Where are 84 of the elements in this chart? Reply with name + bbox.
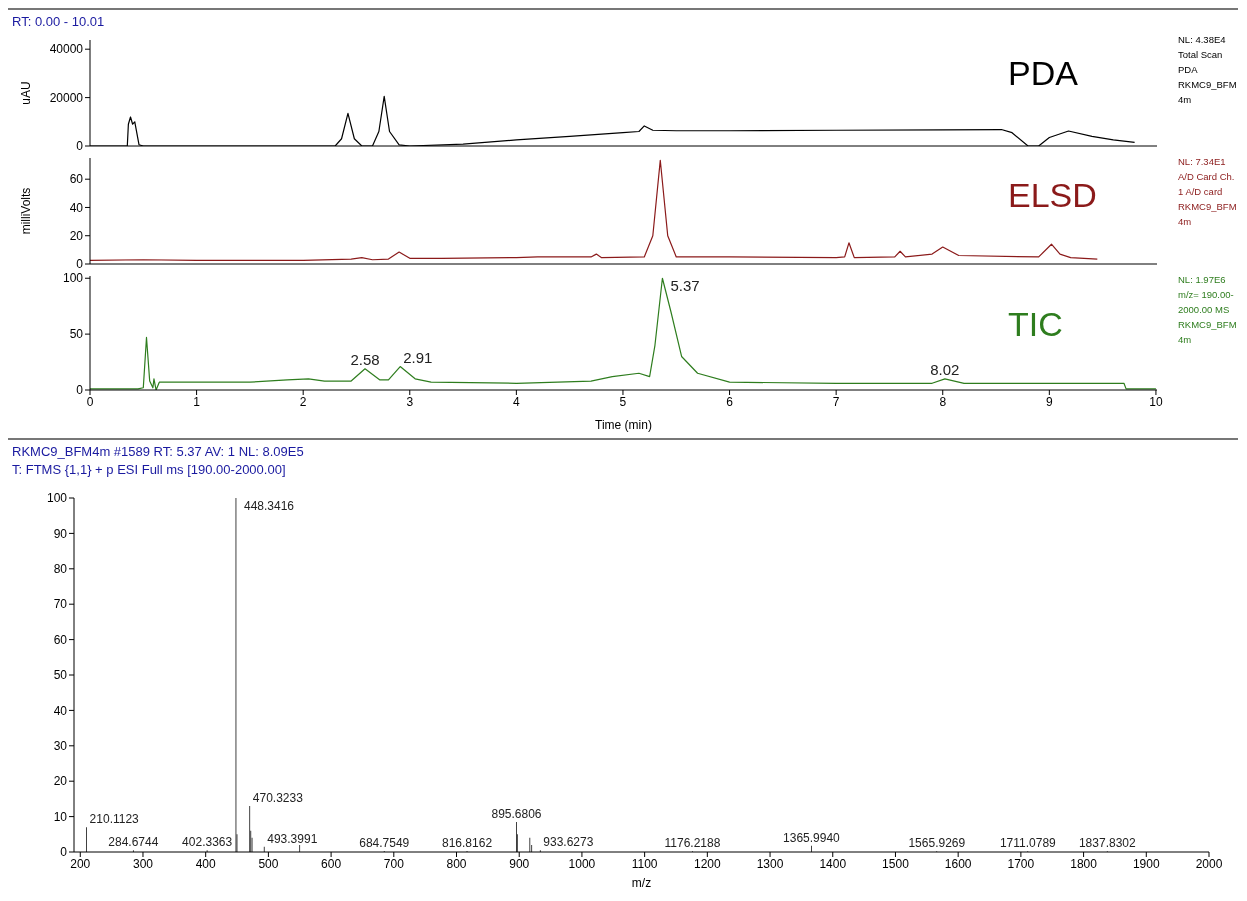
y-tick-label: 80 (53, 562, 68, 577)
y-tick-label: 40 (69, 200, 84, 215)
x-tick-label: 9 (1046, 394, 1053, 409)
x-tick-label: 500 (258, 856, 279, 871)
x-tick-label: 10 (1149, 394, 1163, 409)
y-tick-label: 20 (53, 774, 68, 789)
x-tick-label: 6 (726, 394, 734, 409)
x-tick-label: 1 (193, 394, 201, 409)
y-tick-label: 50 (53, 668, 68, 683)
y-tick-label: 60 (53, 632, 68, 647)
y-tick-label: 40000 (49, 42, 84, 57)
annotation: 895.6806 (491, 806, 542, 821)
annotation: PDA (1008, 53, 1078, 93)
annotation: TIC (1008, 305, 1063, 345)
x-tick-label: 400 (195, 856, 217, 871)
annotation: 1365.9940 (783, 830, 841, 845)
annotation: 1711.0789 (999, 836, 1057, 851)
x-tick-label: 1400 (819, 856, 847, 871)
chart-title: RKMC9_BFM4m #1589 RT: 5.37 AV: 1 NL: 8.09E5 (11, 443, 305, 461)
chart-subtitle: T: FTMS {1,1} + p ESI Full ms [190.00-2000.00] (11, 462, 287, 479)
x-tick-label: 7 (832, 394, 840, 409)
y-tick-label: 10 (53, 809, 68, 824)
x-tick-label: 1800 (1070, 856, 1098, 871)
x-tick-label: 900 (509, 856, 530, 871)
annotation: 933.6273 (543, 835, 594, 850)
y-tick-label: 20000 (49, 90, 84, 105)
annotation: 2.58 (350, 350, 380, 368)
y-tick-label: 60 (69, 172, 84, 187)
x-tick-label: 2000 (1195, 856, 1223, 871)
annotation: 1176.2188 (664, 836, 721, 851)
y-tick-label: 40 (53, 703, 68, 718)
annotation: 1565.9269 (908, 836, 966, 851)
annotation: 284.6744 (108, 835, 159, 850)
x-tick-label: 1200 (693, 856, 722, 871)
y-tick-label: 20 (69, 228, 84, 243)
x-tick-label: 600 (321, 856, 342, 871)
x-tick-label: 700 (383, 856, 405, 871)
y-axis-title: milliVolts (19, 187, 34, 235)
y-tick-label: 100 (46, 491, 68, 506)
y-tick-label: 0 (76, 257, 84, 272)
x-tick-label: 1000 (568, 856, 596, 871)
y-tick-label: 70 (53, 597, 68, 612)
x-tick-label: 8 (939, 394, 947, 409)
chart-title: RT: 0.00 - 10.01 (11, 13, 106, 31)
y-tick-label: 0 (76, 383, 84, 398)
y-tick-label: 90 (53, 526, 68, 541)
annotation: 493.3991 (267, 831, 318, 846)
y-tick-label: 30 (53, 739, 68, 754)
x-tick-label: 1300 (756, 856, 784, 871)
x-tick-label: 1600 (944, 856, 972, 871)
x-tick-label: 800 (446, 856, 467, 871)
text: NL: 4.38E4 Total Scan PDA RKMC9_BFM4m (1178, 33, 1238, 107)
x-axis-title: m/z (630, 876, 653, 890)
annotation: 448.3416 (244, 499, 295, 514)
annotation: 8.02 (930, 360, 960, 378)
x-tick-label: 2 (299, 394, 307, 409)
annotation: 684.7549 (359, 835, 410, 850)
x-axis-title: Time (min) (594, 418, 653, 432)
x-tick-label: 300 (132, 856, 154, 871)
x-tick-label: 1500 (882, 856, 910, 871)
x-tick-label: 0 (86, 394, 94, 409)
x-tick-label: 1900 (1132, 856, 1160, 871)
annotation: 5.37 (670, 276, 700, 294)
line-series (90, 159, 1098, 262)
annotation: 1837.8302 (1078, 836, 1136, 851)
y-tick-label: 100 (62, 271, 84, 286)
y-tick-label: 0 (76, 139, 84, 154)
y-tick-label: 50 (69, 327, 84, 342)
text: NL: 1.97E6 m/z= 190.00-2000.00 MS RKMC9_BFM4m (1178, 273, 1238, 347)
annotation: ELSD (1008, 175, 1097, 215)
annotation: 470.3233 (252, 790, 304, 805)
annotation: 816.8162 (442, 835, 493, 850)
x-tick-label: 1700 (1007, 856, 1035, 871)
text: NL: 7.34E1 A/D Card Ch. 1 A/D card RKMC9_BFM4m (1178, 155, 1238, 229)
x-tick-label: 200 (70, 856, 91, 871)
x-tick-label: 3 (406, 394, 414, 409)
annotation: 2.91 (403, 348, 433, 366)
annotation: 402.3363 (182, 835, 233, 850)
x-tick-label: 1100 (631, 856, 658, 871)
annotation: 210.1123 (89, 812, 140, 827)
y-tick-label: 0 (60, 845, 68, 860)
x-tick-label: 5 (619, 394, 627, 409)
x-tick-label: 4 (513, 394, 521, 409)
y-axis-title: uAU (19, 81, 34, 105)
